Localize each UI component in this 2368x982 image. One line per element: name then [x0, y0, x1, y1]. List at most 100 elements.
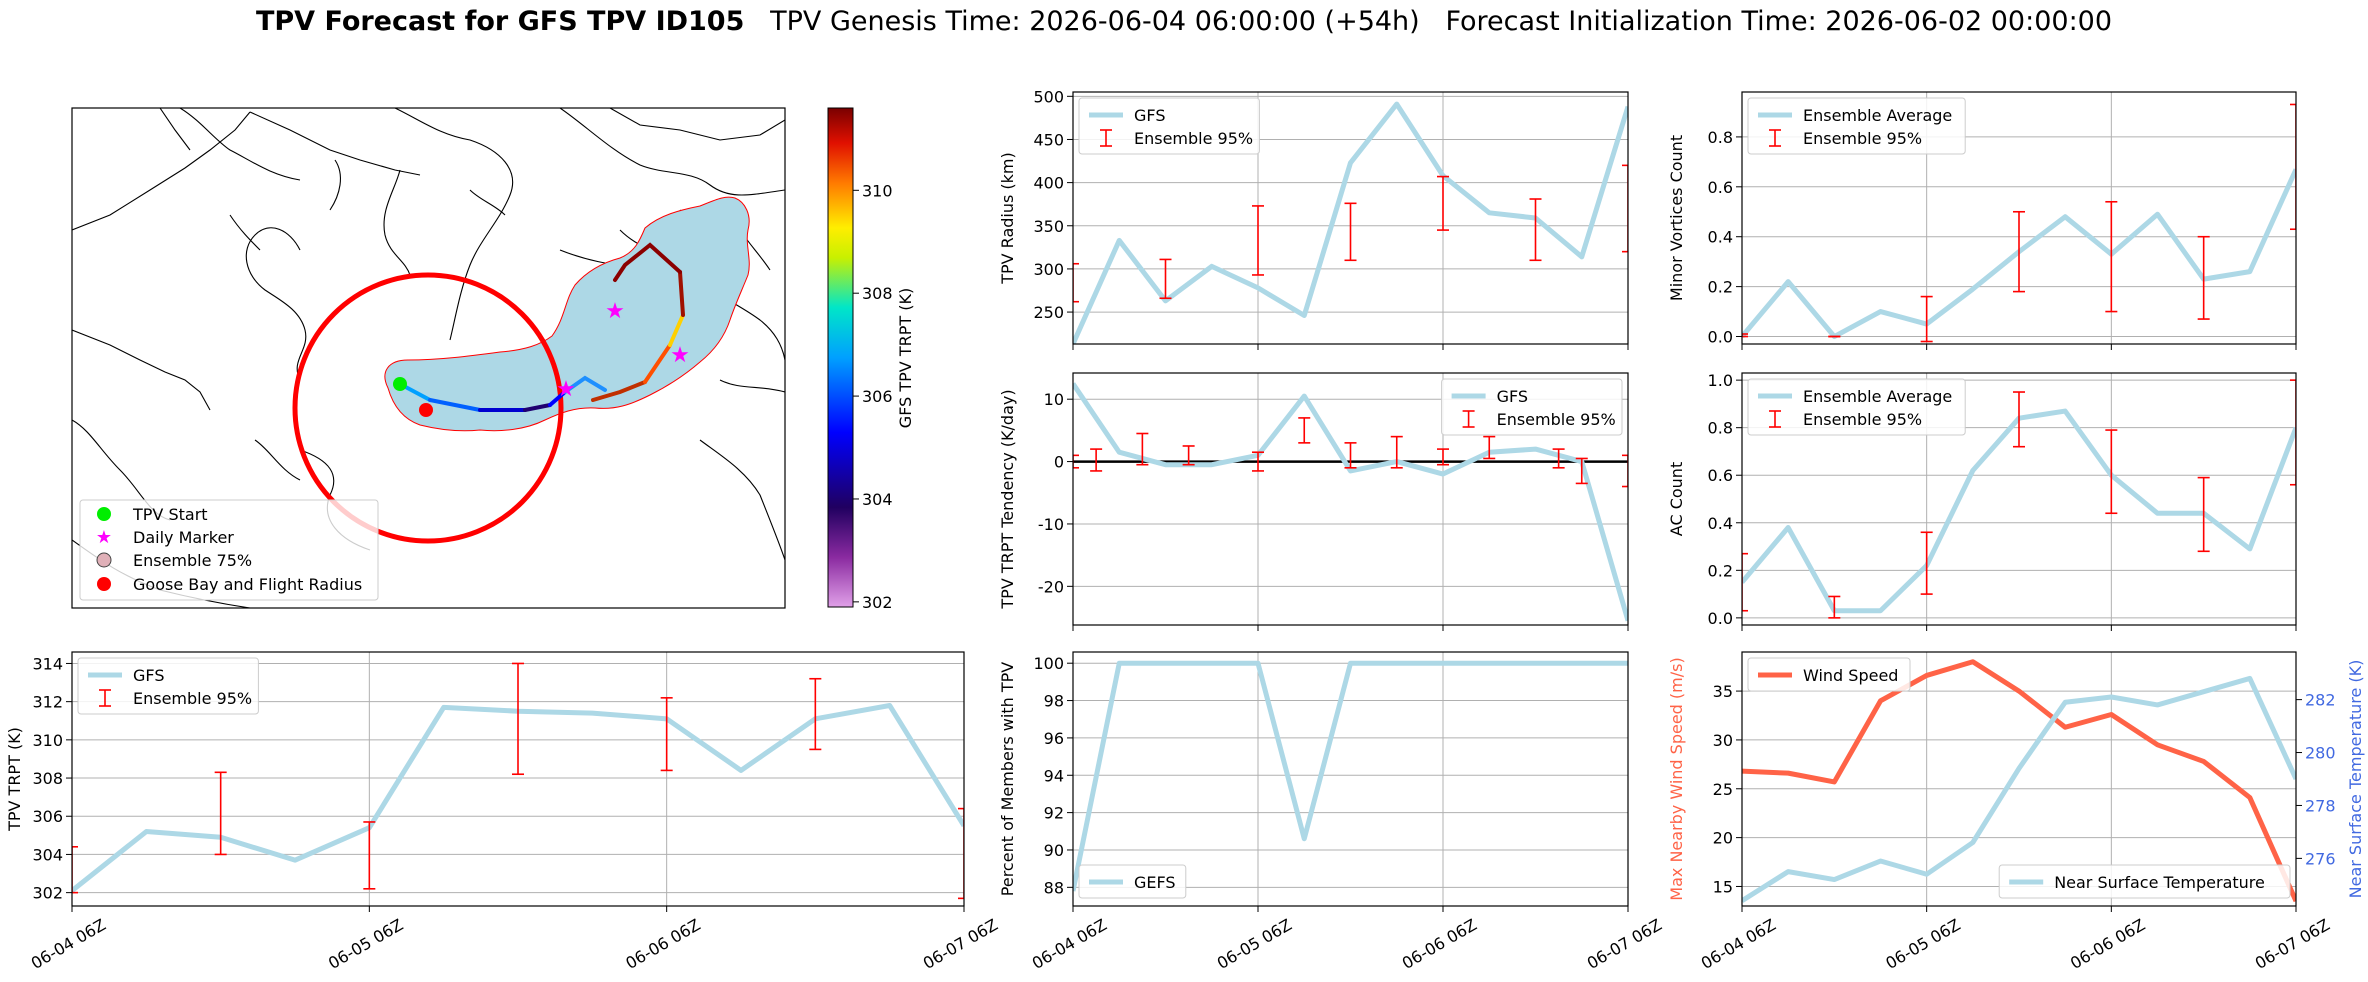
x-tick-label: 06-07 06Z: [920, 915, 1001, 973]
chart-percent: 88 90 92 94 96 98 100 06-04 06Z 06-05 06Z 06-06 0…: [998, 651, 1665, 973]
legend-label: Ensemble 95%: [1134, 129, 1253, 148]
y-tick-label: -10: [1038, 515, 1064, 534]
plot-area: [1073, 382, 1628, 622]
y-tick-label: 310: [32, 731, 63, 750]
map-legend-label: TPV Start: [132, 505, 208, 524]
y-tick-label: -20: [1038, 577, 1064, 596]
series-line-percent-0: [1073, 660, 1628, 892]
figure-title-rest: TPV Genesis Time: 2026-06-04 06:00:00 (+…: [744, 6, 2113, 37]
legend-goose-bay-marker: [97, 577, 111, 591]
x-tick-label: 06-05 06Z: [1214, 915, 1295, 973]
y-tick-label: 100: [1033, 654, 1064, 673]
legend: Wind Speed: [1747, 657, 1911, 692]
y-tick-label: 0.4: [1708, 228, 1733, 247]
y-tick-label: 0.6: [1708, 178, 1733, 197]
legend: Ensemble Average Ensemble 95%: [1747, 97, 1966, 155]
series-line-tendency-0: [1073, 382, 1628, 622]
y2-tick-label: 280: [2305, 744, 2336, 763]
flight-radius-circle: [292, 272, 564, 544]
x-tick-label: 06-06 06Z: [1399, 915, 1480, 973]
colorbar-tick-label: 310: [862, 181, 893, 200]
axes-frame: [71, 651, 965, 907]
y-tick-label: 314: [32, 654, 63, 673]
axes-frame: [1741, 372, 2297, 626]
legend: GEFS: [1078, 864, 1187, 899]
y-tick-label: 88: [1044, 878, 1064, 897]
chart-radius: 250 300 350 400 450 500 TPV Radius (km) GFS Ense…: [998, 87, 1629, 350]
chart-minor: 0.0 0.2 0.4 0.6 0.8 Minor Vortices Count Ensem…: [1667, 91, 2297, 350]
plot-area: [1742, 659, 2296, 903]
chart-tendency: -20 -10 0 10 TPV TRPT Tendency (K/day) GFS Ens…: [998, 372, 1629, 631]
y-tick-label: 0.0: [1708, 609, 1733, 628]
axes-frame: [1072, 372, 1629, 626]
colorbar-ticks: 302 304 306 308 310: [853, 181, 893, 612]
y-tick-label: 250: [1033, 303, 1064, 322]
legend-label: Ensemble 95%: [1803, 129, 1922, 148]
plot-area: [72, 662, 964, 900]
legend-label: Ensemble 95%: [133, 689, 252, 708]
colorbar-tick-label: 302: [862, 593, 893, 612]
plot-area: [1742, 379, 2296, 619]
legend-frame: [1998, 864, 2291, 899]
y2-tick-label: 278: [2305, 796, 2336, 815]
chart-wind_temp: 15 20 25 30 35 276 278 280 282 Near Surface Tempe…: [1667, 651, 2365, 973]
tpv-track: [398, 242, 685, 412]
legend-label: Wind Speed: [1803, 666, 1898, 685]
x-tick-label: 06-07 06Z: [1584, 915, 1665, 973]
axes-frame: [1072, 91, 1629, 345]
chart-trpt: 302 304 306 308 310 312 314 06-04 06Z 06-05 06Z 0…: [5, 651, 1001, 973]
y-tick-label: 25: [1713, 780, 1733, 799]
y-tick-label: 0.2: [1708, 278, 1733, 297]
figure-title-bold: TPV Forecast for GFS TPV ID105: [255, 6, 745, 37]
legend-label: Ensemble Average: [1803, 106, 1952, 125]
legend-label: Ensemble 95%: [1803, 410, 1922, 429]
figure-title: TPV Forecast for GFS TPV ID105 TPV Genes…: [0, 6, 2368, 37]
legend: GFS Ensemble 95%: [77, 657, 259, 715]
legend-daily-marker: ★: [96, 527, 112, 548]
y-tick-label: 0.8: [1708, 419, 1733, 438]
series-line-wind_temp-0: [1742, 659, 2296, 903]
x-tick-label: 06-06 06Z: [2067, 915, 2148, 973]
legend: GFS Ensemble 95%: [1441, 378, 1623, 436]
y-tick-label: 98: [1044, 692, 1064, 711]
colorbar: [827, 107, 854, 608]
y-tick-label: 10: [1044, 390, 1064, 409]
y-axis-label: Percent of Members with TPV: [998, 662, 1017, 896]
y-tick-label: 20: [1713, 829, 1733, 848]
x-tick-label: 06-07 06Z: [2252, 915, 2333, 973]
y-tick-label: 308: [32, 769, 63, 788]
colorbar-tick-label: 304: [862, 490, 893, 509]
y-tick-label: 0.2: [1708, 561, 1733, 580]
y-tick-label: 300: [1033, 260, 1064, 279]
y-tick-label: 400: [1033, 174, 1064, 193]
legend-tpv-start-marker: [97, 507, 111, 521]
colorbar-tick-label: 308: [862, 284, 893, 303]
legend-label: Ensemble 95%: [1497, 410, 1616, 429]
y-axis-label: AC Count: [1667, 462, 1686, 536]
legend: Ensemble Average Ensemble 95%: [1747, 378, 1966, 436]
y-tick-label: 312: [32, 693, 63, 712]
legend-label: Ensemble Average: [1803, 387, 1952, 406]
axes-frame: [1072, 651, 1629, 907]
y-tick-label: 15: [1713, 877, 1733, 896]
y-tick-label: 1.0: [1708, 371, 1733, 390]
map-panel: ★ ★ ★ TPV Start ★ Daily Marker Ensemble …: [71, 107, 915, 612]
ensemble-75-region: [384, 196, 750, 432]
axes-frame: [1741, 91, 2297, 345]
x-tick-label: 06-05 06Z: [325, 915, 406, 973]
y-tick-label: 96: [1044, 729, 1064, 748]
legend-label: GFS: [1134, 106, 1165, 125]
legend-frame: [77, 657, 259, 715]
x-tick-label: 06-04 06Z: [1698, 915, 1779, 973]
legend-frame: [1747, 378, 1966, 436]
daily-marker: ★: [605, 299, 625, 324]
y-tick-label: 30: [1713, 731, 1733, 750]
y-tick-label: 0.4: [1708, 514, 1733, 533]
legend-ensemble-marker: [96, 552, 112, 568]
y-axis-label: Max Nearby Wind Speed (m/s): [1667, 657, 1686, 900]
legend-frame: [1747, 97, 1966, 155]
series-line-wind_temp-1: [1742, 675, 2296, 903]
legend-label: GEFS: [1134, 873, 1176, 892]
plot-area: [1073, 660, 1628, 892]
y-tick-label: 0.8: [1708, 128, 1733, 147]
